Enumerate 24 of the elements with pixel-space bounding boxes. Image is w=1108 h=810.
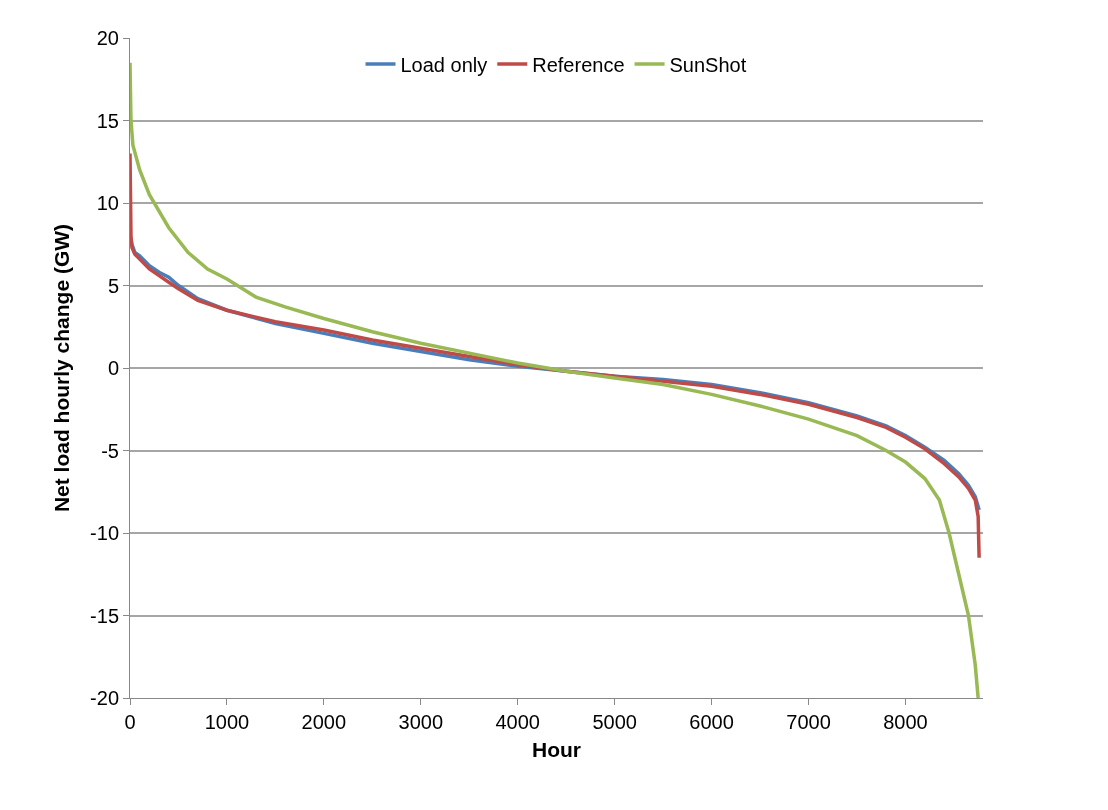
y-tick-label: 5 (107, 274, 119, 297)
line-series (130, 151, 981, 560)
x-tick-label: 1000 (204, 711, 250, 733)
y-tick-label: 15 (96, 109, 119, 132)
y-tick-label: -15 (90, 604, 119, 627)
legend-label: Reference (532, 53, 625, 76)
x-axis-title: Hour (532, 738, 581, 762)
y-tick-label: 0 (107, 357, 119, 379)
x-tick-label: 2000 (301, 711, 347, 733)
x-tick-label: 4000 (495, 711, 540, 733)
y-tick-label: -20 (90, 687, 119, 709)
x-tick-label: 7000 (786, 711, 831, 733)
x-tick-label: 5000 (592, 711, 637, 733)
y-tick-label: 10 (96, 192, 119, 214)
x-tick-label: 3000 (398, 711, 444, 733)
x-tick-label: 0 (124, 711, 136, 733)
y-axis-title: Net load hourly change (GW) (50, 223, 74, 513)
y-tick-label: -10 (90, 522, 119, 544)
y-tick-label: -5 (101, 439, 119, 462)
legend-label: SunShot (669, 53, 747, 76)
legend-label: Load only (400, 53, 488, 76)
x-tick-label: 6000 (689, 711, 734, 733)
y-tick-label: 20 (96, 27, 119, 49)
x-tick-label: 8000 (883, 711, 928, 733)
